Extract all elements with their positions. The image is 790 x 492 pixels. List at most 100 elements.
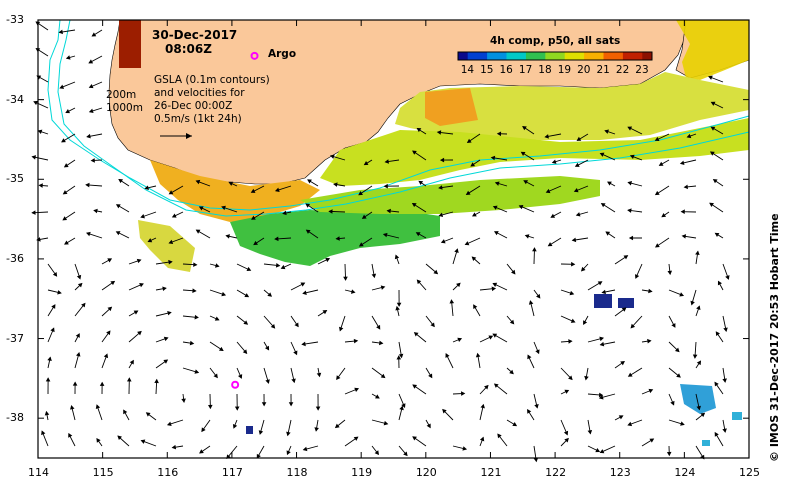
colorbar-tick-label: 14 <box>460 64 475 76</box>
colorbar-cell <box>482 52 488 60</box>
colorbar-cell <box>501 52 507 60</box>
velocity-arrowhead <box>291 378 296 384</box>
velocity-arrowhead <box>601 289 606 295</box>
velocity-arrowhead <box>44 410 50 416</box>
sst-patch-east <box>676 20 749 80</box>
sst-patch-teal-small <box>732 412 742 420</box>
colorbar-tick-label: 21 <box>596 64 610 76</box>
velocity-arrowhead <box>462 446 468 451</box>
colorbar-cell <box>521 52 527 60</box>
colorbar-cell <box>559 52 566 60</box>
velocity-arrowhead <box>333 182 338 187</box>
velocity-arrowhead <box>90 158 95 163</box>
velocity-arrowhead <box>286 431 291 437</box>
colorbar-tick-label: 22 <box>615 64 630 76</box>
velocity-arrowhead <box>696 305 701 311</box>
velocity-arrowhead <box>214 263 220 268</box>
velocity-arrowhead <box>81 302 86 308</box>
gsla-line1: GSLA (0.1m contours) <box>154 74 270 86</box>
velocity-arrowhead <box>107 258 113 263</box>
velocity-arrowhead <box>416 279 422 285</box>
colorbar-cell <box>569 52 575 60</box>
velocity-arrowhead <box>710 101 716 106</box>
velocity-arrowhead <box>522 126 527 131</box>
velocity-arrowhead <box>655 243 660 248</box>
velocity-arrowhead <box>401 403 406 409</box>
velocity-arrowhead <box>604 129 609 134</box>
velocity-arrowhead <box>171 444 177 450</box>
colorbar-cell <box>472 52 478 60</box>
velocity-arrowhead <box>680 209 685 215</box>
velocity-arrowhead <box>85 182 90 188</box>
velocity-arrowhead <box>65 109 71 114</box>
velocity-arrowhead <box>302 446 308 452</box>
velocity-arrowhead <box>569 290 575 296</box>
velocity-arrowhead <box>64 240 69 245</box>
velocity-arrowhead <box>723 327 728 333</box>
velocity-arrowhead <box>325 257 331 263</box>
velocity-arrowhead <box>117 435 122 440</box>
velocity-arrowhead <box>115 204 121 209</box>
velocity-arrowhead <box>300 282 306 287</box>
velocity-arrowhead <box>154 378 159 384</box>
velocity-arrowhead <box>494 181 500 186</box>
velocity-arrowhead <box>412 384 418 389</box>
velocity-arrowhead <box>722 378 727 383</box>
velocity-arrowhead <box>88 83 94 89</box>
velocity-arrowhead <box>41 430 46 436</box>
y-tick-label: -34 <box>6 92 24 106</box>
velocity-arrowhead <box>544 134 549 139</box>
y-tick-label: -36 <box>6 251 24 265</box>
velocity-arrows <box>31 21 730 463</box>
velocity-arrowhead <box>658 161 664 166</box>
velocity-arrowhead <box>218 346 224 352</box>
colorbar-cell <box>516 52 522 60</box>
velocity-arrowhead <box>599 449 605 454</box>
colorbar <box>457 51 653 61</box>
velocity-arrowhead <box>91 32 97 37</box>
velocity-arrowhead <box>353 436 359 441</box>
velocity-arrowhead <box>140 214 145 219</box>
velocity-arrowhead <box>123 409 128 415</box>
colorbar-cell <box>632 52 638 60</box>
velocity-arrowhead <box>605 231 611 236</box>
velocity-arrowhead <box>671 323 676 328</box>
velocity-arrowhead <box>380 285 386 290</box>
velocity-arrowhead <box>253 240 258 246</box>
velocity-arrowhead <box>140 439 146 444</box>
velocity-arrowhead <box>288 402 294 407</box>
velocity-arrowhead <box>221 291 227 297</box>
velocity-arrowhead <box>386 208 391 214</box>
velocity-arrowhead <box>584 375 589 381</box>
velocity-arrowhead <box>438 212 444 218</box>
velocity-arrowhead <box>587 429 593 435</box>
velocity-arrowhead <box>484 384 489 390</box>
velocity-arrowhead <box>305 203 311 208</box>
credit-text: © IMOS 31-Dec-2017 20:53 Hobart Time <box>768 213 781 462</box>
legend-1000m: 1000m <box>106 102 143 114</box>
velocity-arrowhead <box>536 293 541 299</box>
velocity-arrowhead <box>480 403 485 409</box>
velocity-arrowhead <box>695 250 700 256</box>
velocity-arrowhead <box>710 126 716 131</box>
colorbar-cell <box>550 52 556 60</box>
plot-frame <box>37 19 750 459</box>
colorbar-cell <box>622 52 629 60</box>
velocity-arrowhead <box>195 179 201 185</box>
x-tick-label: 114 <box>28 466 49 479</box>
velocity-arrowhead <box>168 190 174 195</box>
sst-patch-west-orange <box>150 160 320 222</box>
velocity-arrowhead <box>181 398 186 403</box>
velocity-arrowhead <box>550 213 556 218</box>
velocity-arrowhead <box>147 238 153 243</box>
velocity-arrowhead <box>534 404 539 409</box>
velocity-arrowhead <box>88 108 94 114</box>
colorbar-cell <box>458 52 464 60</box>
velocity-arrowhead <box>86 231 91 237</box>
colorbar-cell <box>487 52 493 60</box>
velocity-arrowhead <box>445 353 450 358</box>
velocity-arrowhead <box>442 408 447 414</box>
velocity-arrowhead <box>65 55 71 60</box>
velocity-arrowhead <box>396 302 402 307</box>
